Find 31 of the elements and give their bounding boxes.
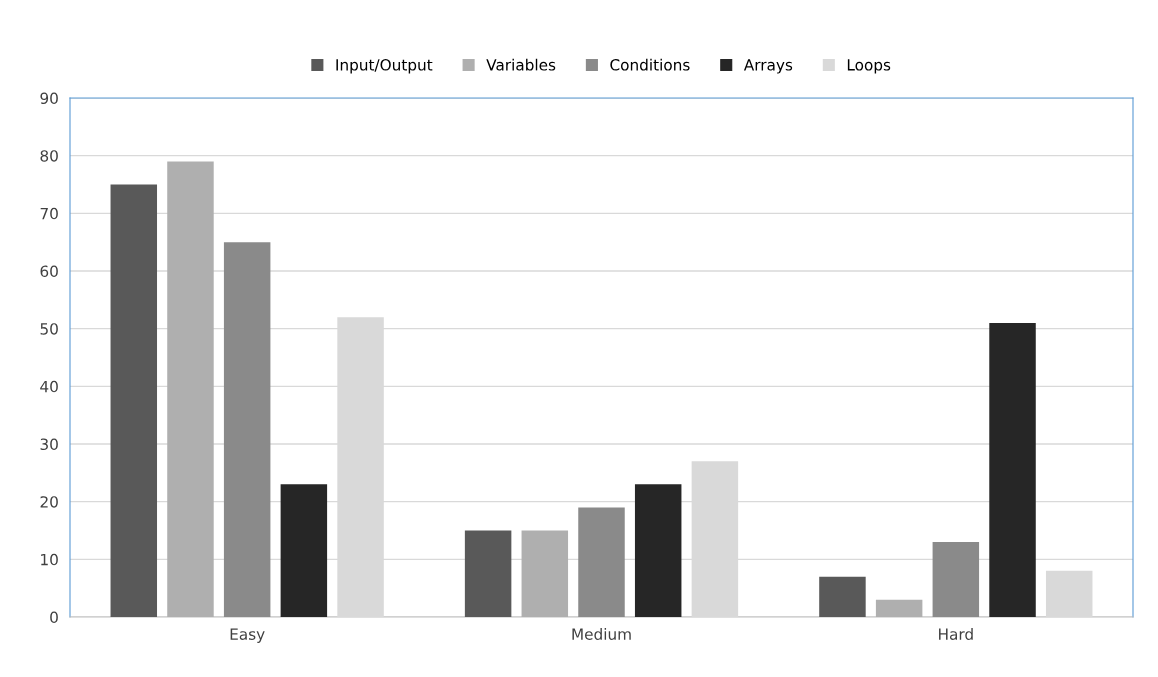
bar <box>578 507 625 617</box>
bar <box>521 530 569 617</box>
x-tick-label: Medium <box>572 628 631 640</box>
legend-label: Arrays <box>743 59 793 74</box>
bar <box>819 576 866 617</box>
y-tick-label: 50 <box>40 323 58 335</box>
legend-label: Input/Output <box>336 59 433 74</box>
bar <box>167 161 214 617</box>
y-tick-label: 10 <box>41 553 58 566</box>
y-tick-label: 80 <box>40 150 58 162</box>
y-tick-label: 20 <box>40 496 58 508</box>
bar <box>110 184 158 617</box>
bar <box>1045 570 1093 617</box>
bar <box>223 242 271 617</box>
legend-label: Variables <box>486 58 556 71</box>
legend-label: Loops <box>847 59 891 74</box>
bar <box>989 322 1036 617</box>
y-tick-label: 0 <box>50 611 58 624</box>
y-tick-label: 90 <box>40 92 58 105</box>
bar <box>932 542 980 617</box>
bar <box>280 484 328 617</box>
legend-label: Conditions <box>610 58 690 71</box>
y-tick-label: 70 <box>40 207 58 220</box>
x-tick-label: Hard <box>939 628 973 640</box>
y-tick-label: 60 <box>40 265 58 278</box>
bar <box>634 484 682 617</box>
y-tick-label: 40 <box>40 380 58 393</box>
bar <box>875 599 923 617</box>
bar <box>464 530 512 617</box>
x-tick-label: Easy <box>230 628 265 643</box>
y-tick-label: 30 <box>40 438 58 451</box>
